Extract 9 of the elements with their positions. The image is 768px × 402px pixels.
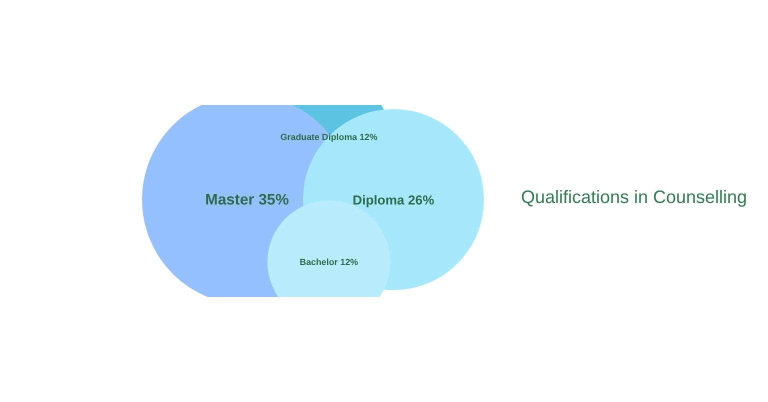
data-label: 12% bbox=[360, 132, 378, 142]
category-label: Diploma bbox=[352, 192, 404, 208]
category-label: Master bbox=[205, 191, 254, 208]
category-label: Graduate Diploma bbox=[280, 132, 358, 142]
category-label: Bachelor bbox=[300, 256, 338, 267]
data-label: 12% bbox=[340, 256, 358, 267]
text: Qualifications in Counselling bbox=[520, 187, 748, 208]
data-label: 26% bbox=[408, 192, 434, 208]
data-label: 35% bbox=[258, 191, 289, 208]
